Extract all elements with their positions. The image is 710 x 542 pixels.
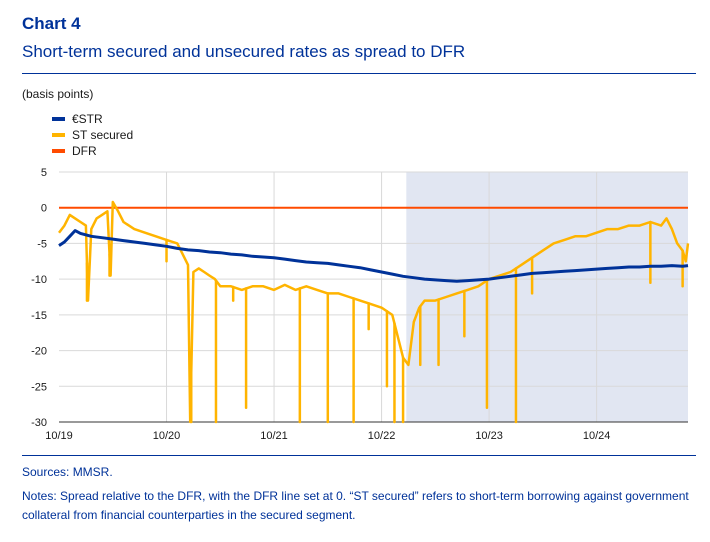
chart-number: Chart 4 xyxy=(22,14,81,33)
legend-swatch-secured xyxy=(52,133,65,137)
legend-item-secured: ST secured xyxy=(52,127,133,143)
y-tick-label: -25 xyxy=(31,381,47,393)
notes-text: Notes: Spread relative to the DFR, with … xyxy=(22,489,689,522)
legend-label-dfr: DFR xyxy=(72,144,97,158)
legend: €STR ST secured DFR xyxy=(52,111,133,159)
x-tick-label: 10/20 xyxy=(153,430,181,442)
y-tick-label: -20 xyxy=(31,346,47,358)
legend-label-secured: ST secured xyxy=(72,128,134,142)
legend-item-dfr: DFR xyxy=(52,143,133,159)
series-line-estr xyxy=(58,229,689,283)
x-tick-label: 10/23 xyxy=(475,430,503,442)
y-tick-label: -10 xyxy=(31,274,47,286)
footer-divider xyxy=(22,455,696,456)
header-divider xyxy=(22,73,696,74)
y-tick-label: -15 xyxy=(31,310,47,322)
legend-swatch-dfr xyxy=(52,149,65,153)
units-label: (basis points) xyxy=(22,87,94,101)
sources-text: Sources: MMSR. xyxy=(22,465,113,479)
chart-title: Short-term secured and unsecured rates a… xyxy=(22,42,466,61)
x-tick-label: 10/22 xyxy=(368,430,396,442)
legend-swatch-estr xyxy=(52,117,65,121)
legend-item-estr: €STR xyxy=(52,111,133,127)
y-tick-label: -30 xyxy=(31,417,47,429)
x-tick-label: 10/24 xyxy=(583,430,611,442)
y-tick-label: 5 xyxy=(41,167,47,179)
y-tick-label: -5 xyxy=(37,238,47,250)
x-tick-label: 10/21 xyxy=(260,430,288,442)
y-tick-label: 0 xyxy=(41,203,47,215)
x-tick-label: 10/19 xyxy=(45,430,73,442)
series-line-secured xyxy=(58,200,690,424)
legend-label-estr: €STR xyxy=(72,112,103,126)
shaded-period xyxy=(406,172,688,422)
